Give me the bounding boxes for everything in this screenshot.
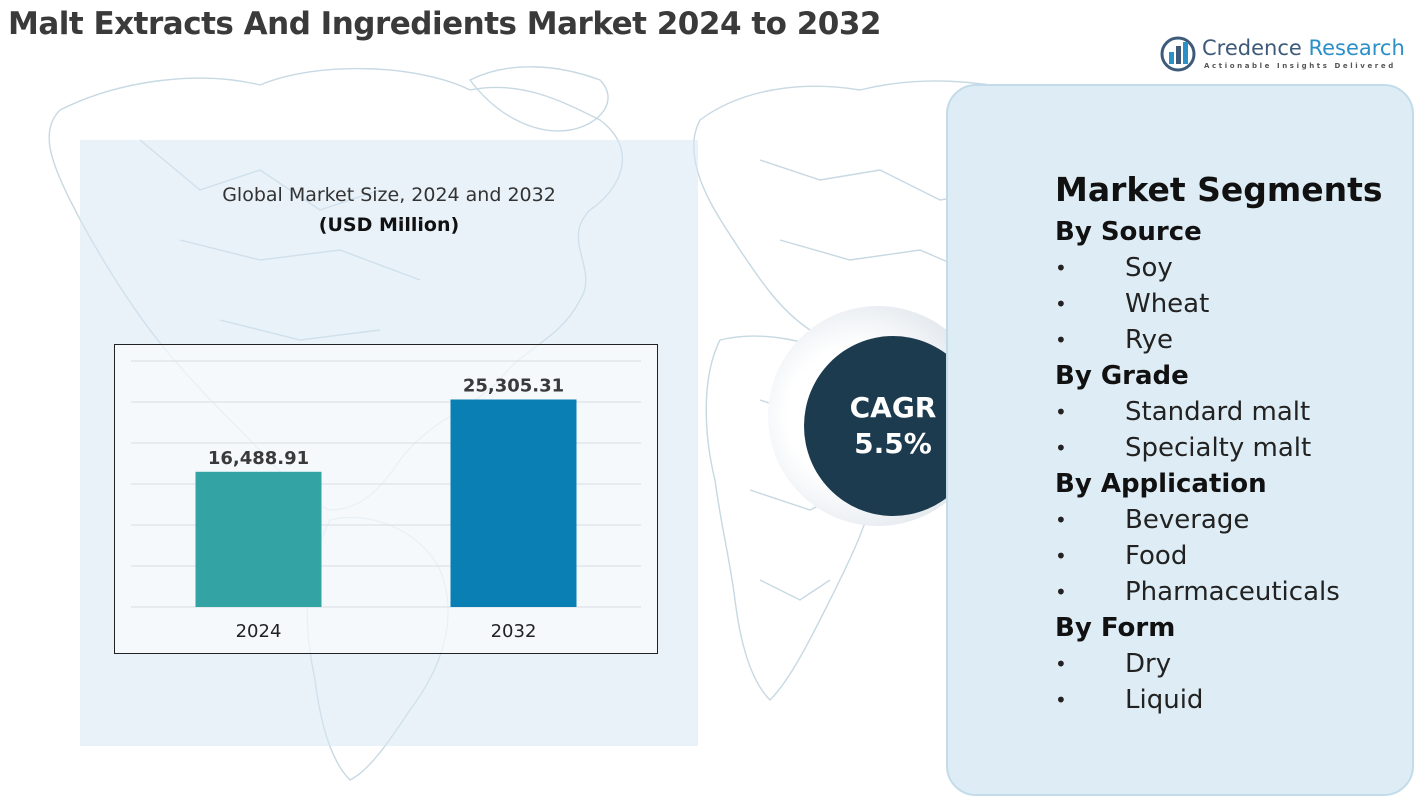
segment-item-label: Beverage bbox=[1125, 505, 1250, 535]
value-label-2032: 25,305.31 bbox=[463, 375, 564, 396]
segment-item: • Wheat bbox=[1055, 286, 1405, 322]
chart-title: Global Market Size, 2024 and 2032 bbox=[222, 184, 556, 206]
bullet-icon: • bbox=[1055, 652, 1067, 676]
segment-item-label: Soy bbox=[1125, 253, 1173, 283]
logo-bars-icon bbox=[1160, 36, 1196, 72]
value-label-2024: 16,488.91 bbox=[208, 448, 309, 469]
segments-title: Market Segments bbox=[1055, 170, 1383, 209]
segment-item: • Dry bbox=[1055, 646, 1405, 682]
segment-item: • Standard malt bbox=[1055, 394, 1405, 430]
segments-list: By Source • Soy • Wheat • Rye By Grade • Standard… bbox=[1055, 214, 1405, 718]
cagr-label: CAGR bbox=[849, 391, 937, 424]
segment-item-label: Pharmaceuticals bbox=[1125, 577, 1340, 607]
category-label-2024: 2024 bbox=[236, 621, 282, 642]
bullet-icon: • bbox=[1055, 544, 1067, 568]
bar-2024 bbox=[195, 471, 322, 607]
logo-name: Credence Research bbox=[1202, 36, 1405, 60]
chart-subtitle: (USD Million) bbox=[318, 214, 460, 236]
logo-tagline: Actionable Insights Delivered bbox=[1204, 62, 1396, 70]
segment-item: • Soy bbox=[1055, 250, 1405, 286]
logo-name-secondary: Research bbox=[1301, 36, 1405, 60]
segment-group-title: By Source bbox=[1055, 217, 1202, 247]
logo-name-primary: Credence bbox=[1202, 36, 1302, 60]
bullet-icon: • bbox=[1055, 580, 1067, 604]
bullet-icon: • bbox=[1055, 508, 1067, 532]
segment-group-title: By Form bbox=[1055, 613, 1176, 643]
bullet-icon: • bbox=[1055, 688, 1067, 712]
bar-2032 bbox=[450, 399, 577, 607]
bullet-icon: • bbox=[1055, 400, 1067, 424]
segment-item-label: Rye bbox=[1125, 325, 1174, 355]
bullet-icon: • bbox=[1055, 328, 1067, 352]
segments-panel bbox=[946, 84, 1414, 796]
segment-item: • Liquid bbox=[1055, 682, 1405, 718]
segment-item: • Pharmaceuticals bbox=[1055, 574, 1405, 610]
segment-item: • Beverage bbox=[1055, 502, 1405, 538]
bullet-icon: • bbox=[1055, 292, 1067, 316]
segment-item-label: Specialty malt bbox=[1125, 433, 1312, 463]
bar-chart-svg: 16,488.91 2024 25,305.31 2032 bbox=[131, 360, 641, 642]
bullet-icon: • bbox=[1055, 256, 1067, 280]
bar-chart: 16,488.91 2024 25,305.31 2032 bbox=[114, 344, 658, 654]
segment-item-label: Dry bbox=[1125, 649, 1172, 679]
page-title: Malt Extracts And Ingredients Market 202… bbox=[8, 6, 882, 42]
segment-item-label: Food bbox=[1125, 541, 1188, 571]
segment-item-label: Liquid bbox=[1125, 685, 1204, 715]
segment-item: • Rye bbox=[1055, 322, 1405, 358]
bullet-icon: • bbox=[1055, 436, 1067, 460]
segment-item-label: Standard malt bbox=[1125, 397, 1311, 427]
segment-item-label: Wheat bbox=[1125, 289, 1210, 319]
category-label-2032: 2032 bbox=[491, 621, 537, 642]
cagr-value: 5.5% bbox=[854, 427, 932, 460]
segment-item: • Food bbox=[1055, 538, 1405, 574]
company-logo: Credence Research Actionable Insights De… bbox=[1160, 36, 1405, 76]
segment-group-title: By Application bbox=[1055, 469, 1267, 499]
segment-item: • Specialty malt bbox=[1055, 430, 1405, 466]
segment-group-title: By Grade bbox=[1055, 361, 1189, 391]
